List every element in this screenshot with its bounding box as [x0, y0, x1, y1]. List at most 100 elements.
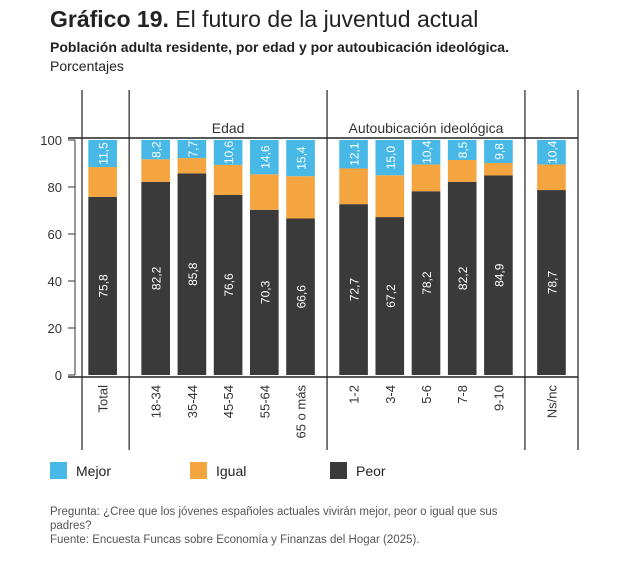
bar-segment-peor: [88, 196, 117, 375]
legend-label-mejor: Mejor: [76, 462, 112, 479]
legend-swatch-mejor: [50, 462, 67, 479]
bar-segment-igual: [447, 159, 477, 182]
x-tick-label: 9-10: [491, 385, 506, 411]
bar-segment-mejor: [339, 140, 368, 169]
chart-title-text: El futuro de la juventud actual: [168, 6, 479, 32]
group-label: Edad: [212, 120, 245, 136]
bar-segment-peor: [339, 204, 368, 375]
bar-segment-igual: [537, 164, 566, 191]
bar-segment-peor: [250, 209, 279, 375]
data-label: 66,6: [295, 285, 309, 309]
legend-label-peor: Peor: [356, 462, 386, 479]
legend-label-igual: Igual: [216, 462, 247, 479]
data-label: 12,1: [348, 142, 362, 166]
x-tick-label: 65 o más: [294, 385, 309, 439]
y-tick-label: 60: [48, 227, 62, 242]
chart-notes: Pregunta: ¿Cree que los jóvenes españole…: [50, 505, 497, 547]
bar-segment-peor: [141, 181, 170, 375]
data-label: 78,7: [545, 271, 559, 295]
legend-swatch-peor: [330, 462, 347, 479]
data-label: 15,0: [384, 146, 398, 170]
x-tick-label: 7-8: [455, 385, 470, 404]
chart-units: Porcentajes: [50, 58, 124, 74]
bar-segment-igual: [88, 167, 117, 197]
bar-segment-mejor: [375, 140, 405, 176]
data-label: 10,4: [545, 140, 559, 164]
bar-segment-peor: [411, 191, 441, 375]
data-label: 76,6: [222, 273, 236, 297]
data-label: 70,3: [258, 280, 272, 304]
x-tick-label: 45-54: [221, 385, 236, 418]
bar-segment-igual: [411, 164, 441, 192]
data-label: 14,6: [258, 145, 272, 169]
data-label: 67,2: [384, 284, 398, 308]
bar-segment-igual: [484, 163, 513, 176]
legend-item-peor: Peor: [330, 462, 386, 479]
note-question-cont: padres?: [50, 520, 92, 532]
y-tick-label: 100: [40, 133, 62, 148]
bar-segment-igual: [339, 168, 368, 205]
bar-segment-mejor: [484, 140, 513, 164]
y-tick-label: 20: [48, 321, 62, 336]
bar-segment-mejor: [88, 140, 117, 168]
chart-subtitle: Población adulta residente, por edad y p…: [50, 39, 509, 55]
x-tick-label: 35-44: [185, 385, 200, 418]
bar-segment-peor: [375, 217, 405, 375]
bar-segment-mejor: [141, 140, 170, 160]
note-source: Fuente: Encuesta Funcas sobre Economía y…: [50, 534, 420, 546]
group-label: Autoubicación ideológica: [349, 120, 504, 136]
bar-segment-mejor: [177, 140, 207, 159]
data-label: 8,2: [150, 141, 164, 158]
stacked-bar-chart: 0 20 40 60 80 100 Edad Autoubicación ideológica…: [40, 90, 579, 450]
bar-segment-peor: [177, 173, 207, 375]
x-tick-label: Ns/nc: [544, 385, 559, 419]
data-label: 75,8: [97, 274, 111, 298]
legend: Mejor Igual Peor: [50, 462, 610, 484]
data-label: 85,8: [186, 262, 200, 286]
data-label: 7,7: [186, 140, 200, 157]
bar-segment-igual: [286, 176, 315, 219]
bar-segment-peor: [286, 218, 315, 375]
data-label: 15,4: [295, 146, 309, 170]
legend-item-igual: Igual: [190, 462, 246, 479]
x-tick-label: 3-4: [383, 385, 398, 404]
bar-segment-mejor: [286, 140, 315, 177]
data-label: 82,2: [456, 266, 470, 290]
bar-segment-igual: [213, 164, 243, 195]
data-label: 84,9: [492, 263, 506, 287]
data-label: 72,7: [348, 278, 362, 302]
data-label: 11,5: [97, 142, 111, 165]
note-question: Pregunta: ¿Cree que los jóvenes españole…: [50, 506, 498, 518]
y-tick-label: 0: [55, 368, 62, 383]
chart-title: Gráfico 19. El futuro de la juventud act…: [50, 6, 478, 33]
x-tick-label: 5-6: [419, 385, 434, 404]
bar-segment-mejor: [213, 140, 243, 165]
bar-segment-peor: [447, 181, 477, 375]
legend-item-mejor: Mejor: [50, 462, 111, 479]
data-label: 78,2: [420, 271, 434, 295]
data-label: 8,5: [456, 141, 470, 158]
bar-segment-mejor: [537, 140, 566, 165]
x-tick-label: 1-2: [347, 385, 362, 404]
bar-segment-igual: [375, 175, 405, 218]
bar-segment-igual: [177, 158, 207, 174]
bar-segment-peor: [537, 190, 566, 375]
bar-segment-mejor: [447, 140, 477, 160]
bar-segment-mejor: [250, 140, 279, 175]
bar-segment-igual: [250, 174, 279, 210]
data-label: 9,8: [492, 143, 506, 160]
x-tick-label: 55-64: [257, 385, 272, 418]
x-tick-label: 18-34: [149, 385, 164, 418]
data-label: 82,2: [150, 266, 164, 290]
bar-segment-peor: [484, 175, 513, 375]
data-label: 10,6: [222, 140, 236, 164]
chart-title-prefix: Gráfico 19.: [50, 6, 169, 32]
y-tick-label: 80: [48, 180, 62, 195]
bar-segment-mejor: [411, 140, 441, 165]
data-label: 10,4: [420, 140, 434, 164]
y-tick-label: 40: [48, 274, 62, 289]
x-tick-label: Total: [96, 385, 111, 413]
legend-swatch-igual: [190, 462, 207, 479]
bar-segment-igual: [141, 159, 170, 182]
bar-segment-peor: [213, 194, 243, 375]
